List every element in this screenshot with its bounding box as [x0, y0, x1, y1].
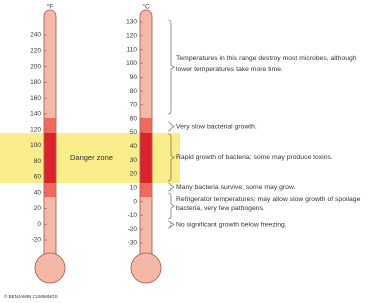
brace [168, 183, 174, 191]
thermometer-bulb [131, 253, 161, 283]
tick-label: 40 [34, 189, 42, 196]
tick-label: 70 [130, 102, 138, 109]
warm-band [140, 118, 151, 134]
brace [168, 193, 174, 219]
annotation: No significant growth below freezing. [176, 221, 287, 228]
cool-band [44, 183, 55, 197]
brace [168, 20, 174, 114]
tick-label: 220 [30, 47, 41, 54]
tick-label: -20 [32, 237, 42, 244]
tick-label: 130 [126, 19, 137, 26]
tick-label: 110 [127, 46, 138, 53]
cool-band [140, 183, 151, 197]
tick-label: 10 [130, 184, 138, 191]
tick-label: 60 [130, 115, 138, 122]
tick-label: 90 [130, 74, 138, 81]
tick-label: 50 [130, 129, 138, 136]
tick-label: 240 [30, 32, 41, 39]
annotation: Rapid growth of bacteria; some may produ… [176, 154, 333, 161]
tick-label: 30 [130, 157, 138, 164]
thermometer-bulb [35, 253, 65, 283]
danger-band [140, 133, 151, 183]
tick-label: 80 [34, 158, 42, 165]
tick-label: 0 [37, 221, 41, 228]
annotation: Many bacteria survive; some may grow. [176, 184, 295, 191]
credit: © BENJAMIN CUMMINGS [4, 293, 58, 299]
brace [168, 122, 174, 131]
tick-label: 180 [30, 79, 41, 86]
annotation: Temperatures in this range destroy most … [176, 55, 357, 73]
tick-label: 60 [34, 174, 42, 181]
tick-label: 140 [30, 111, 41, 118]
unit-label: °F [47, 3, 54, 11]
tick-label: 100 [126, 60, 137, 67]
tick-label: 100 [30, 142, 41, 149]
tick-label: -10 [128, 212, 138, 219]
annotation: Refrigerator temperatures; may allow slo… [176, 196, 361, 212]
tick-label: 120 [126, 33, 137, 40]
tick-label: -20 [128, 226, 138, 233]
tick-label: 40 [130, 143, 138, 150]
diagram: Danger zone °F24022020018016014012010080… [0, 0, 386, 303]
tick-label: 20 [130, 171, 138, 178]
tick-label: 80 [130, 88, 138, 95]
danger-band [44, 133, 55, 183]
unit-label: °C [142, 3, 150, 11]
danger-zone-label: Danger zone [70, 153, 113, 162]
tick-label: 200 [30, 63, 41, 70]
tick-label: -30 [128, 240, 138, 247]
tick-label: 160 [30, 95, 41, 102]
tick-label: 120 [30, 126, 41, 133]
tick-label: 0 [133, 198, 137, 205]
annotation: Very slow bacterial growth. [176, 123, 257, 130]
warm-band [44, 118, 55, 134]
tick-label: 20 [34, 205, 42, 212]
brace [168, 221, 174, 228]
